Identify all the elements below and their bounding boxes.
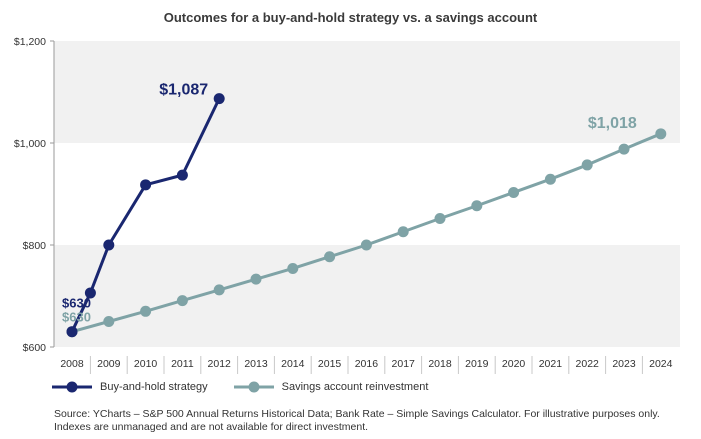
data-point	[508, 186, 520, 198]
data-point	[140, 179, 152, 191]
series-line-buy-and-hold-strategy	[70, 97, 221, 333]
data-point	[176, 295, 188, 307]
legend-swatch-buy-and-hold	[52, 381, 92, 393]
x-tick-label: 2017	[392, 358, 416, 370]
data-point	[360, 239, 372, 251]
x-tick-label: 2010	[134, 358, 158, 370]
data-point	[544, 173, 556, 185]
legend-item-buy-and-hold: Buy-and-hold strategy	[52, 380, 208, 394]
legend: Buy-and-hold strategy Savings account re…	[52, 380, 454, 394]
data-point	[250, 273, 262, 285]
x-tick-label: 2008	[60, 358, 84, 370]
legend-label-savings: Savings account reinvestment	[281, 381, 429, 393]
legend-item-savings: Savings account reinvestment	[233, 380, 429, 394]
data-point	[213, 284, 225, 296]
x-tick-label: 2012	[208, 358, 232, 370]
x-axis-ticks: 2008 2009 2010 2011 2012 2013 2014 2015 2016 2017…	[60, 356, 673, 374]
data-point	[287, 262, 299, 274]
y-tick-label: $1,200	[14, 36, 46, 48]
data-point	[66, 326, 78, 338]
source-note: Source: YCharts – S&P 500 Annual Returns…	[54, 408, 660, 433]
band-600-800	[54, 245, 680, 347]
data-point	[397, 226, 409, 238]
start-label-savings: $630	[62, 310, 91, 325]
data-point	[84, 287, 96, 299]
data-point	[176, 169, 188, 181]
series-buy-and-hold-strategy	[66, 93, 225, 338]
plot-bands	[54, 41, 680, 347]
series-layer	[66, 93, 667, 338]
band-1000-1200	[54, 41, 680, 143]
x-tick-label: 2015	[318, 358, 342, 370]
x-tick-label: 2024	[649, 358, 673, 370]
legend-swatch-savings	[233, 381, 274, 393]
data-point	[655, 128, 667, 140]
chart-title: Outcomes for a buy-and-hold strategy vs.…	[163, 10, 538, 25]
x-tick-label: 2014	[281, 358, 305, 370]
data-point	[324, 251, 336, 263]
data-point	[434, 212, 446, 224]
x-tick-label: 2021	[539, 358, 563, 370]
x-tick-label: 2022	[576, 358, 600, 370]
data-point	[103, 316, 115, 327]
y-tick-label: $600	[23, 342, 47, 354]
y-tick-label: $800	[23, 240, 47, 252]
data-point	[471, 200, 483, 212]
end-label-savings: $1,018	[588, 115, 637, 132]
start-label-buy-and-hold: $630	[62, 296, 91, 311]
x-tick-label: 2011	[171, 358, 194, 370]
x-tick-label: 2016	[355, 358, 379, 370]
x-tick-label: 2013	[244, 358, 268, 370]
x-tick-label: 2020	[502, 358, 526, 370]
y-tick-label: $1,000	[14, 138, 46, 150]
data-point	[140, 305, 152, 317]
x-tick-label: 2019	[465, 358, 489, 370]
data-point	[581, 159, 593, 171]
x-tick-label: 2018	[428, 358, 452, 370]
data-point	[103, 239, 115, 251]
data-labels: $1,087 $630$630 $1,018	[62, 82, 637, 325]
end-label-buy-and-hold: $1,087	[159, 82, 208, 99]
x-tick-label: 2009	[97, 358, 121, 370]
y-axis-ticks: $600 $800 $1,000 $1,200	[14, 36, 54, 354]
data-point	[213, 93, 225, 105]
legend-label-buy-and-hold: Buy-and-hold strategy	[100, 381, 208, 393]
x-tick-label: 2023	[612, 358, 636, 370]
data-point	[618, 143, 630, 155]
